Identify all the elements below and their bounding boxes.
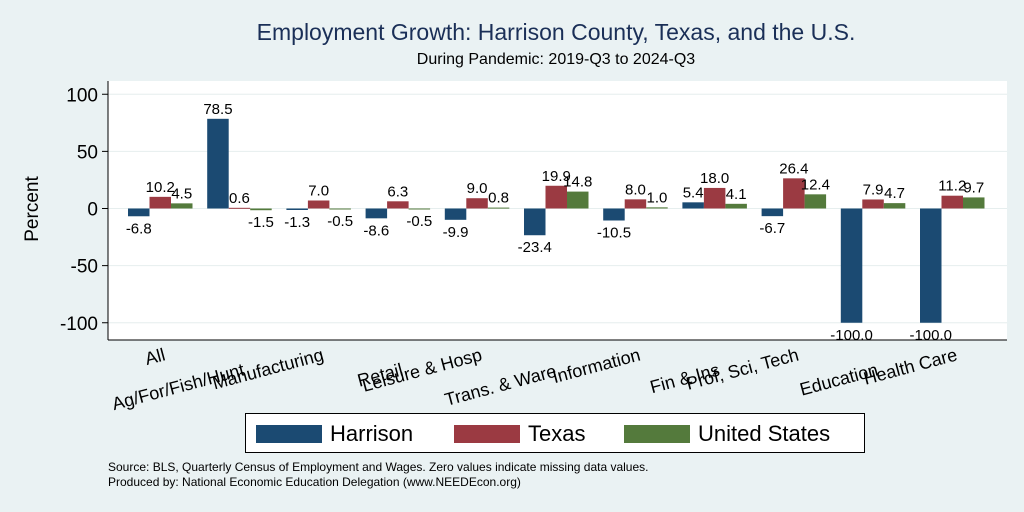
bar-us: [250, 208, 272, 211]
bar-texas: [862, 199, 884, 209]
legend-swatch-us: [624, 425, 690, 443]
data-label-texas: 9.0: [467, 180, 488, 197]
data-label-harrison: -6.7: [759, 220, 785, 237]
bar-us: [567, 191, 589, 209]
legend-item-us: United States: [624, 421, 830, 447]
bar-harrison: [207, 118, 229, 209]
source-note: Source: BLS, Quarterly Census of Employm…: [108, 460, 649, 474]
data-label-texas: 7.0: [308, 183, 329, 200]
legend-label-harrison: Harrison: [330, 421, 414, 446]
x-tick-label: Prof, Sci, Tech: [684, 345, 801, 394]
bar-us: [804, 194, 827, 209]
legend: Harrison Texas United States: [245, 413, 865, 453]
data-label-texas: 19.9: [542, 168, 571, 185]
bar-us: [329, 208, 351, 210]
bar-texas: [624, 199, 647, 209]
x-tick-label: Manufacturing: [210, 345, 325, 394]
data-label-texas: 8.0: [625, 181, 646, 198]
bar-texas: [703, 187, 726, 209]
bar-texas: [228, 207, 251, 209]
y-tick-label: 100: [66, 85, 98, 106]
bar-us: [963, 197, 985, 209]
bar-harrison: [603, 208, 625, 221]
bar-texas: [387, 201, 409, 209]
data-label-texas: 11.2: [938, 178, 966, 195]
bar-harrison: [444, 208, 467, 220]
data-label-harrison: -1.3: [284, 214, 310, 231]
data-label-texas: 0.6: [229, 190, 250, 207]
data-label-us: -0.5: [406, 213, 432, 230]
y-tick-label: 0: [87, 200, 98, 221]
legend-item-harrison: Harrison: [256, 421, 413, 447]
bar-texas: [941, 195, 963, 209]
bar-us: [171, 203, 193, 209]
legend-label-texas: Texas: [528, 421, 586, 446]
chart-subtitle: During Pandemic: 2019-Q3 to 2024-Q3: [416, 51, 696, 68]
bar-us: [646, 207, 668, 209]
data-label-us: -0.5: [327, 213, 353, 230]
legend-swatch-harrison: [256, 425, 322, 443]
y-tick-label: -100: [60, 314, 98, 335]
data-label-texas: 10.2: [146, 179, 175, 196]
bar-harrison: [128, 208, 150, 217]
data-label-us: 14.8: [563, 174, 592, 191]
data-label-texas: 7.9: [863, 181, 884, 198]
bar-texas: [466, 198, 488, 209]
y-tick-label: 50: [77, 142, 98, 163]
data-label-us: 12.4: [801, 176, 830, 193]
bar-us: [408, 208, 431, 210]
bar-us: [725, 203, 747, 209]
bar-us: [487, 207, 510, 209]
data-label-harrison: -23.4: [518, 239, 552, 256]
bar-harrison: [682, 202, 704, 209]
data-label-us: 4.7: [884, 185, 905, 202]
y-tick-label: -50: [71, 257, 98, 278]
x-tick-label: Health Care: [861, 345, 959, 389]
bar-texas: [783, 178, 805, 209]
bar-harrison: [286, 208, 308, 210]
data-label-us: 4.1: [726, 186, 747, 203]
data-label-harrison: -8.6: [363, 222, 389, 239]
data-label-texas: 18.0: [700, 170, 729, 187]
data-label-harrison: -100.0: [909, 327, 952, 344]
bar-us: [883, 203, 906, 209]
chart-title: Employment Growth: Harrison County, Texa…: [256, 19, 856, 45]
bar-texas: [545, 185, 567, 209]
data-label-us: 4.5: [171, 185, 192, 202]
data-label-us: 9.7: [963, 179, 984, 196]
data-label-texas: 6.3: [387, 183, 408, 200]
legend-item-texas: Texas: [454, 421, 585, 447]
data-label-harrison: -9.9: [443, 224, 469, 241]
bar-harrison: [524, 208, 546, 236]
x-tick-label: All: [143, 345, 168, 369]
bar-texas: [307, 200, 330, 209]
bar-harrison: [365, 208, 388, 219]
data-label-us: 0.8: [488, 190, 509, 207]
data-label-harrison: 5.4: [683, 184, 704, 201]
bar-harrison: [840, 208, 863, 323]
data-label-harrison: -10.5: [597, 224, 631, 241]
bar-harrison: [761, 208, 784, 217]
y-axis-label: Percent: [22, 176, 43, 242]
legend-label-us: United States: [698, 421, 831, 446]
bar-harrison: [920, 208, 942, 323]
data-label-us: -1.5: [248, 214, 274, 231]
plot-area: [108, 81, 1007, 340]
data-label-texas: 26.4: [779, 160, 808, 177]
legend-swatch-texas: [454, 425, 520, 443]
x-tick-label: Information: [550, 345, 642, 388]
data-label-harrison: -100.0: [830, 327, 873, 344]
data-label-us: 1.0: [647, 189, 668, 206]
produced-by-note: Produced by: National Economic Education…: [108, 475, 521, 489]
data-label-harrison: -6.8: [126, 220, 152, 237]
bar-texas: [149, 196, 171, 209]
data-label-harrison: 78.5: [203, 101, 232, 118]
